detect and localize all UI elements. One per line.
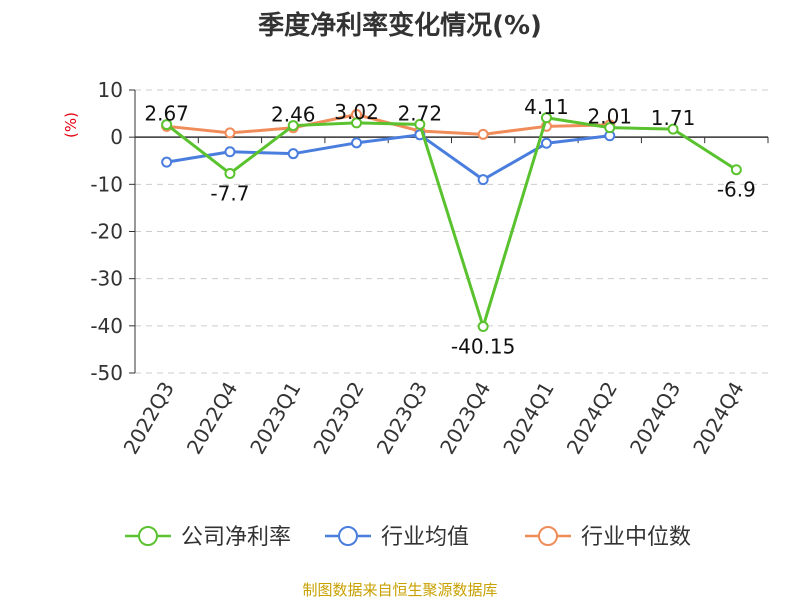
data-point <box>477 321 489 333</box>
data-point <box>540 137 552 149</box>
legend-label: 公司净利率 <box>181 525 291 550</box>
x-tick-label: 2024Q3 <box>625 378 685 459</box>
y-axis-unit: (%) <box>62 112 80 138</box>
series-lines <box>161 109 742 333</box>
data-label: -6.9 <box>717 178 756 202</box>
data-label: -40.15 <box>451 335 515 359</box>
legend-label: 行业均值 <box>381 525 469 550</box>
data-source-note: 制图数据来自恒生聚源数据库 <box>302 581 497 599</box>
data-label: 1.71 <box>651 106 696 130</box>
legend-label: 行业中位数 <box>581 525 691 550</box>
data-point <box>287 120 299 132</box>
data-labels: 2.67 -7.7 2.46 3.02 2.72 -40.15 4.11 2.01 1.71 -6… <box>144 95 755 359</box>
y-tick-label: -30 <box>90 267 123 291</box>
x-tick-label: 2024Q2 <box>562 378 622 459</box>
data-point <box>477 174 489 186</box>
x-tick-label: 2023Q4 <box>435 378 495 459</box>
data-point <box>477 128 489 140</box>
legend: 公司净利率 行业均值 行业中位数 <box>125 525 691 550</box>
data-point <box>224 146 236 158</box>
x-tick-label: 2023Q2 <box>308 378 368 459</box>
legend-marker <box>138 526 158 546</box>
data-label: 2.67 <box>144 102 189 126</box>
y-tick-label: 0 <box>110 125 123 149</box>
data-label: 4.11 <box>524 95 569 119</box>
legend-marker <box>338 526 358 546</box>
data-point <box>161 156 173 168</box>
y-tick-label: 10 <box>98 78 123 102</box>
data-point <box>351 117 363 129</box>
x-tick-label: 2023Q1 <box>245 378 305 459</box>
data-point <box>540 112 552 124</box>
y-tick-label: -50 <box>90 361 123 385</box>
y-tick-label: -20 <box>90 220 123 244</box>
x-tick-label: 2024Q4 <box>688 378 748 459</box>
data-point <box>667 123 679 135</box>
data-label: 3.02 <box>334 100 379 124</box>
data-label: 2.72 <box>398 101 443 125</box>
data-point <box>224 127 236 139</box>
legend-marker <box>538 526 558 546</box>
data-point <box>287 148 299 160</box>
series-line-0 <box>165 116 738 329</box>
data-point <box>730 164 742 176</box>
x-tick-label: 2023Q3 <box>372 378 432 459</box>
y-tick-label: -10 <box>90 172 123 196</box>
chart-title: 季度净利率变化情况(%) <box>258 10 542 41</box>
x-tick-label: 2022Q3 <box>119 378 179 459</box>
x-tick-label: 2024Q1 <box>498 378 558 459</box>
data-point <box>224 167 236 179</box>
data-point <box>604 122 616 134</box>
y-tick-label: -40 <box>90 314 123 338</box>
x-tick-label: 2022Q4 <box>182 378 242 459</box>
data-point <box>414 118 426 130</box>
data-label: -7.7 <box>210 181 249 205</box>
data-point <box>161 119 173 131</box>
data-label: 2.46 <box>271 103 316 127</box>
data-label: 2.01 <box>587 105 632 129</box>
data-point <box>351 137 363 149</box>
